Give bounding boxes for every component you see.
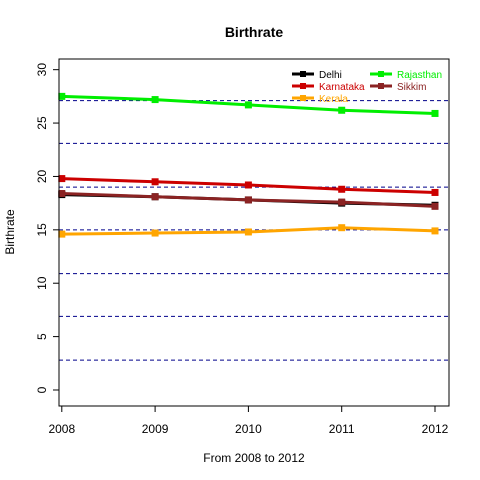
legend-marker-delhi: [300, 71, 306, 77]
point-kerala-2012: [431, 227, 439, 235]
x-axis: 2008 2009 2010 2011 2012: [48, 406, 449, 436]
y-tick-label-20: 20: [35, 169, 49, 183]
x-tick-label-2011: 2011: [329, 422, 355, 436]
y-tick-label-30: 30: [35, 63, 49, 77]
y-axis: 0 5 10 15 20 25 30: [35, 63, 59, 393]
legend-marker-sikkim: [378, 83, 384, 89]
y-tick-label-10: 10: [35, 276, 49, 290]
x-tick-label-2009: 2009: [142, 422, 169, 436]
point-kerala-2011: [338, 224, 346, 232]
point-sikkim-2010: [244, 196, 252, 204]
series-layer: [58, 92, 439, 238]
x-axis-label: From 2008 to 2012: [203, 451, 305, 465]
legend-label-delhi: Delhi: [319, 70, 342, 81]
y-tick-label-25: 25: [35, 116, 49, 130]
point-karnataka-2012: [431, 188, 439, 196]
point-rajasthan-2011: [338, 106, 346, 114]
point-rajasthan-2008: [58, 92, 66, 100]
point-sikkim-2009: [151, 193, 159, 201]
chart-title: Birthrate: [225, 24, 284, 40]
legend-marker-kerala: [300, 95, 306, 101]
legend-marker-rajasthan: [378, 71, 384, 77]
x-tick-label-2008: 2008: [48, 422, 75, 436]
point-sikkim-2011: [338, 198, 346, 206]
x-tick-label-2010: 2010: [235, 422, 262, 436]
y-tick-label-15: 15: [35, 223, 49, 237]
point-karnataka-2011: [338, 185, 346, 193]
y-tick-label-5: 5: [35, 333, 49, 340]
point-karnataka-2009: [151, 178, 159, 186]
x-tick-label-2012: 2012: [422, 422, 449, 436]
legend-label-karnataka: Karnataka: [319, 82, 365, 93]
y-tick-label-0: 0: [35, 386, 49, 393]
y-axis-label: Birthrate: [3, 209, 17, 255]
legend-label-kerala: Kerala: [319, 94, 348, 105]
legend-label-rajasthan: Rajasthan: [397, 70, 442, 81]
point-rajasthan-2010: [244, 101, 252, 109]
plot-frame: [58, 58, 450, 407]
point-karnataka-2010: [244, 181, 252, 189]
point-karnataka-2008: [58, 175, 66, 183]
point-kerala-2008: [58, 230, 66, 238]
point-rajasthan-2012: [431, 109, 439, 117]
legend-marker-karnataka: [300, 83, 306, 89]
point-kerala-2009: [151, 229, 159, 237]
point-kerala-2010: [244, 228, 252, 236]
point-rajasthan-2009: [151, 96, 159, 104]
point-sikkim-2012: [431, 202, 439, 210]
point-sikkim-2008: [58, 190, 66, 198]
legend-label-sikkim: Sikkim: [397, 82, 426, 93]
